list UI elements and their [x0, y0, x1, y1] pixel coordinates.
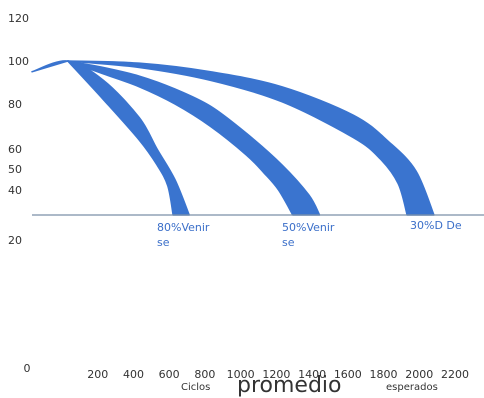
x-tick-label: 1600	[334, 368, 362, 381]
x-tick-label: 600	[159, 368, 180, 381]
curve-band	[31, 60, 190, 216]
x-tick-label: 0	[24, 362, 31, 375]
y-tick-label: 60	[8, 143, 22, 156]
curve-label: 80%Venir	[157, 221, 210, 234]
curve-label-extra: se	[157, 236, 170, 249]
y-tick-label: 40	[8, 184, 22, 197]
x-tick-label: 800	[194, 368, 215, 381]
x-tick-label: 1000	[227, 368, 255, 381]
x-tick-label: 1400	[298, 368, 326, 381]
y-tick-label: 20	[8, 234, 22, 247]
x-tick-label: 1200	[262, 368, 290, 381]
y-axis-ticks: 20 40 50 60 80 100 120	[8, 12, 29, 247]
curve-label: 50%Venir	[282, 221, 335, 234]
y-tick-label: 100	[8, 55, 29, 68]
y-tick-label: 80	[8, 98, 22, 111]
x-axis-label-suffix: esperados	[386, 382, 438, 393]
x-tick-label: 1800	[370, 368, 398, 381]
x-tick-label: 200	[87, 368, 108, 381]
x-axis-ticks: 0 200 400 600 800 1000 1200 1400 1600 1800 2000 220…	[24, 362, 470, 381]
curve-labels: 80%Venir se 50%Venir se 30%D De	[157, 219, 462, 249]
y-tick-label: 50	[8, 163, 22, 176]
y-tick-label: 120	[8, 12, 29, 25]
x-tick-label: 2000	[405, 368, 433, 381]
curve-label: 30%D De	[410, 219, 462, 232]
x-tick-label: 400	[123, 368, 144, 381]
x-axis-label-prefix: Ciclos	[181, 382, 210, 393]
x-tick-label: 2200	[441, 368, 469, 381]
curve-bands	[31, 60, 435, 216]
curve-label-extra: se	[282, 236, 295, 249]
x-axis-label-main: promedio	[237, 373, 342, 398]
